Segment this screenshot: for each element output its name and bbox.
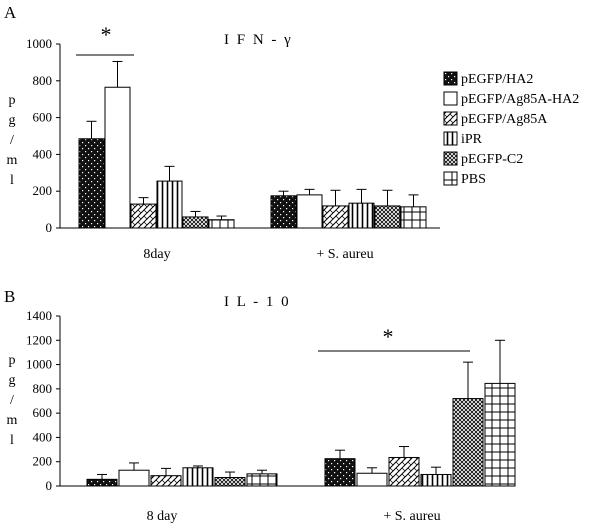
bar-pegfp-ha2-saureus xyxy=(324,458,356,487)
y-tick-label: 1400 xyxy=(26,308,52,323)
bar-pegfp-ag85a-ha2-day8 xyxy=(104,86,131,229)
legend-label: PBS xyxy=(461,172,486,187)
y-axis-label-char: / xyxy=(10,393,14,408)
y-axis-label-char: g xyxy=(9,113,16,128)
y-axis-label-char: p xyxy=(9,353,16,368)
chart-a-significance-star: * xyxy=(101,22,112,47)
legend-label: pEGFP/HA2 xyxy=(461,72,533,87)
bar-pbs-saureus xyxy=(400,206,427,229)
legend-swatch xyxy=(443,71,458,86)
y-axis-label-char: m xyxy=(7,153,18,168)
chart-a-category-8day: 8day xyxy=(143,247,170,262)
chart-b-title: I L - 1 0 xyxy=(224,294,291,310)
y-tick-label: 200 xyxy=(33,454,53,469)
bar-pegfp-ag85a-day8 xyxy=(150,475,182,487)
legend-swatch xyxy=(443,111,458,126)
legend-swatch xyxy=(443,171,458,186)
bar-pbs-day8 xyxy=(246,473,278,487)
chart-a-title: I F N - γ xyxy=(224,32,293,48)
chart-b-y-ticks: 0 200 400 600 800 1000 1200 1400 xyxy=(26,308,60,493)
y-axis-label-char: m xyxy=(7,413,18,428)
bar-ipr-day8 xyxy=(156,180,183,229)
bar-pegfp-ha2-saureus xyxy=(270,195,297,229)
panel-b: B I L - 1 0 pg / ml 0 200 400 600 800 1000 1200 1… xyxy=(4,287,516,524)
legend-label: pEGFP/Ag85A-HA2 xyxy=(461,92,579,107)
panel-a: A I F N - γ pg / ml 0 200 400 600 800 1000 8day… xyxy=(4,3,579,262)
panel-a-label: A xyxy=(4,3,17,22)
chart-a-bars xyxy=(78,60,427,229)
bar-ipr-day8 xyxy=(182,467,214,487)
y-tick-label: 800 xyxy=(33,381,53,396)
y-tick-label: 0 xyxy=(46,220,53,235)
chart-a-y-label: pg / ml xyxy=(7,93,18,188)
legend-swatch xyxy=(443,151,458,166)
y-tick-label: 200 xyxy=(33,183,53,198)
y-axis-label-char: l xyxy=(10,433,14,448)
chart-a-category-s-aureus: + S. aureu xyxy=(316,247,373,262)
bar-pegfp-ag85a-ha2-day8 xyxy=(118,469,150,487)
bar-pegfp-ag85a-saureus xyxy=(322,205,349,229)
y-tick-label: 1000 xyxy=(26,357,52,372)
chart-b-category-s-aureus: + S. aureu xyxy=(383,509,440,524)
chart-a-y-ticks: 0 200 400 600 800 1000 xyxy=(26,36,60,235)
bar-pegfp-ag85a-day8 xyxy=(130,203,157,229)
y-axis-label-char: p xyxy=(9,93,16,108)
y-tick-label: 400 xyxy=(33,429,53,444)
chart-b-bars xyxy=(86,339,516,487)
y-tick-label: 800 xyxy=(33,73,53,88)
y-axis-label-char: l xyxy=(10,173,14,188)
bar-ipr-saureus xyxy=(420,473,452,487)
chart-b-y-label: pg / ml xyxy=(7,353,18,448)
bar-ipr-saureus xyxy=(348,202,375,229)
y-axis-label-char: / xyxy=(10,133,14,148)
chart-b-significance-star: * xyxy=(383,324,394,349)
y-tick-label: 0 xyxy=(46,478,53,493)
bar-pegfp-c2-saureus xyxy=(374,205,401,229)
legend-label: iPR xyxy=(461,132,483,147)
bar-pegfp-c2-day8 xyxy=(182,216,209,229)
y-tick-label: 600 xyxy=(33,110,53,125)
bar-pegfp-c2-day8 xyxy=(214,477,246,487)
legend-label: pEGFP/Ag85A xyxy=(461,112,548,127)
bar-pegfp-ha2-day8 xyxy=(86,478,118,487)
bar-pbs-day8 xyxy=(208,219,235,229)
bar-pbs-saureus xyxy=(484,382,516,487)
legend: pEGFP/HA2 pEGFP/Ag85A-HA2 pEGFP/Ag85A iPR pE… xyxy=(443,71,579,187)
bar-pegfp-c2-saureus xyxy=(452,398,484,487)
bar-pegfp-ag85a-saureus xyxy=(388,456,420,487)
bar-pegfp-ag85a-ha2-saureus xyxy=(356,472,388,487)
bar-pegfp-ag85a-ha2-saureus xyxy=(296,194,323,229)
y-tick-label: 600 xyxy=(33,405,53,420)
chart-b-category-8day: 8 day xyxy=(147,509,178,524)
legend-label: pEGFP-C2 xyxy=(461,152,523,167)
y-tick-label: 400 xyxy=(33,146,53,161)
bar-pegfp-ha2-day8 xyxy=(78,138,105,229)
legend-swatch xyxy=(443,91,458,106)
y-axis-label-char: g xyxy=(9,373,16,388)
panel-b-label: B xyxy=(4,287,15,306)
y-tick-label: 1000 xyxy=(26,36,52,51)
y-tick-label: 1200 xyxy=(26,332,52,347)
legend-swatch xyxy=(443,131,458,146)
